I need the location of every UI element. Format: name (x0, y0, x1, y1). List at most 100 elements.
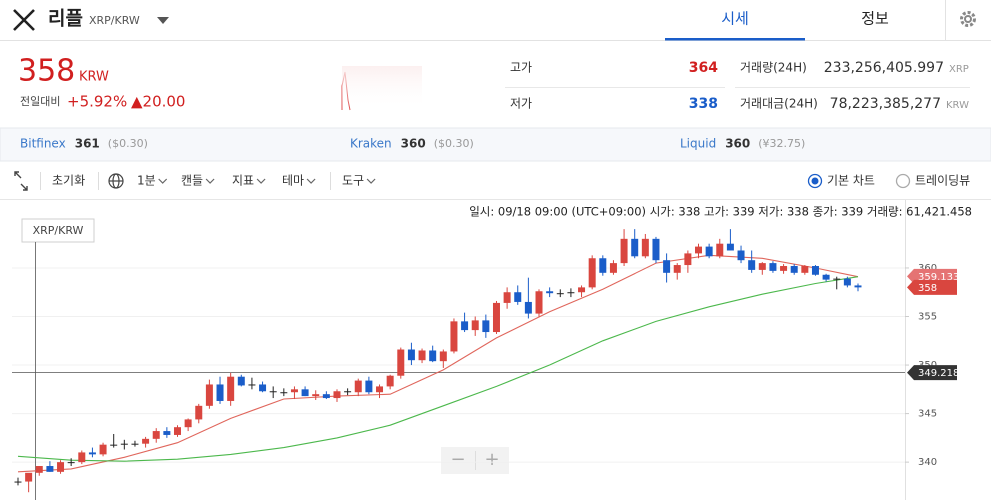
toolbar-menu[interactable]: 도구 (342, 174, 364, 188)
chart-mode[interactable]: 기본 차트 (827, 174, 875, 188)
candle-body (120, 443, 128, 445)
reset-button[interactable]: 초기화 (52, 174, 85, 188)
radio-dot (811, 177, 819, 185)
candle-body (695, 246, 703, 254)
candle-body (546, 291, 554, 294)
low-value: 338 (689, 96, 718, 112)
exchange-quote: ($0.30) (108, 137, 148, 150)
price-unit: KRW (79, 70, 109, 85)
candle-body (195, 405, 203, 420)
candle-body (769, 263, 777, 271)
candle-body (333, 391, 341, 399)
radio[interactable] (895, 173, 911, 189)
high-label: 고가 (510, 61, 532, 75)
zoom-out[interactable]: − (450, 449, 465, 470)
candle-body (567, 292, 575, 294)
current-price: 358 (18, 54, 75, 89)
candle-body (801, 266, 809, 273)
exchange-name: Kraken (350, 137, 392, 151)
exchange-name: Bitfinex (20, 137, 66, 151)
low-label: 저가 (510, 97, 532, 111)
candle-body (748, 260, 756, 270)
y-tick-label: 345 (918, 409, 937, 420)
candle-body (259, 384, 267, 392)
candle-body (684, 253, 692, 266)
moving-average (17, 276, 859, 462)
candle-body (716, 243, 724, 257)
chevron (158, 178, 168, 184)
candle-body (14, 481, 22, 483)
change-label: 전일대비 (20, 94, 60, 108)
candle-body (25, 472, 33, 482)
candle-body (407, 349, 415, 361)
moving-average (17, 254, 859, 473)
candle-body (152, 431, 160, 439)
high-value: 364 (689, 60, 718, 76)
candle-body (514, 292, 522, 302)
candle-body (524, 301, 532, 314)
candle-body (492, 302, 500, 333)
candle-body (205, 384, 213, 406)
amount-unit: KRW (946, 100, 969, 111)
zoom-in[interactable]: + (484, 449, 499, 470)
candle-body (833, 278, 841, 280)
volume-unit: XRP (949, 64, 969, 75)
candle-body (556, 293, 564, 295)
volume-value: 233,256,405.997 (824, 60, 944, 76)
candle-body (397, 349, 405, 376)
chevron (256, 178, 266, 184)
chevron (306, 178, 316, 184)
toolbar-menu[interactable]: 1분 (137, 174, 156, 188)
candle-body (588, 258, 596, 288)
tab-underline (665, 38, 805, 41)
toolbar-menu[interactable]: 테마 (282, 174, 304, 188)
change-abs: ▲20.00 (131, 93, 185, 111)
candle-body (790, 266, 798, 273)
legend-label: XRP/KRW (33, 224, 84, 237)
candle-body (599, 258, 607, 273)
candle-body (163, 431, 171, 435)
price-label-text: 359.133 (918, 272, 959, 283)
price-label (907, 279, 957, 295)
price-label-text: 349.218 (918, 368, 959, 379)
candle-body (822, 274, 830, 280)
chart-info: 일시: 09/18 09:00 (UTC+09:00) 시가: 338 고가: … (469, 205, 972, 219)
candle-body (365, 380, 373, 393)
candle-body (758, 263, 766, 270)
pair: XRP/KRW (89, 14, 140, 27)
candle-body (78, 452, 86, 463)
coin-name: 리플 (48, 8, 83, 30)
tab[interactable]: 정보 (861, 10, 889, 28)
fullscreen-icon[interactable] (14, 171, 28, 191)
amount-label: 거래대금(24H) (740, 97, 818, 111)
exchange-quote: (¥32.75) (758, 137, 805, 150)
volume-label: 거래량(24H) (740, 61, 807, 75)
candle-body (237, 376, 245, 386)
candle-body (110, 444, 118, 446)
candle-body (184, 419, 192, 428)
candle-body (652, 238, 660, 261)
candle-body (609, 263, 617, 273)
settings-icon[interactable] (960, 11, 976, 27)
tab[interactable]: 시세 (721, 10, 749, 28)
amount-value: 78,223,385,277 (830, 96, 941, 112)
candle-body (482, 320, 490, 333)
chart-mode[interactable]: 트레이딩뷰 (915, 174, 970, 188)
toolbar-menu[interactable]: 캔들 (181, 174, 203, 188)
candle-body (280, 392, 288, 394)
candle-body (301, 389, 309, 397)
candle-body (673, 265, 681, 273)
y-tick-label: 340 (918, 457, 937, 468)
dropdown-arrow[interactable] (157, 17, 169, 24)
chevron (205, 178, 215, 184)
candle-body (142, 438, 150, 444)
candle-body (99, 444, 107, 455)
candle-body (46, 466, 54, 472)
candle-body (854, 285, 862, 288)
candle-body (450, 321, 458, 352)
globe-icon[interactable] (108, 173, 124, 189)
exchange-price: 360 (725, 137, 750, 151)
candle-body (322, 394, 330, 399)
toolbar-menu[interactable]: 지표 (232, 174, 254, 188)
